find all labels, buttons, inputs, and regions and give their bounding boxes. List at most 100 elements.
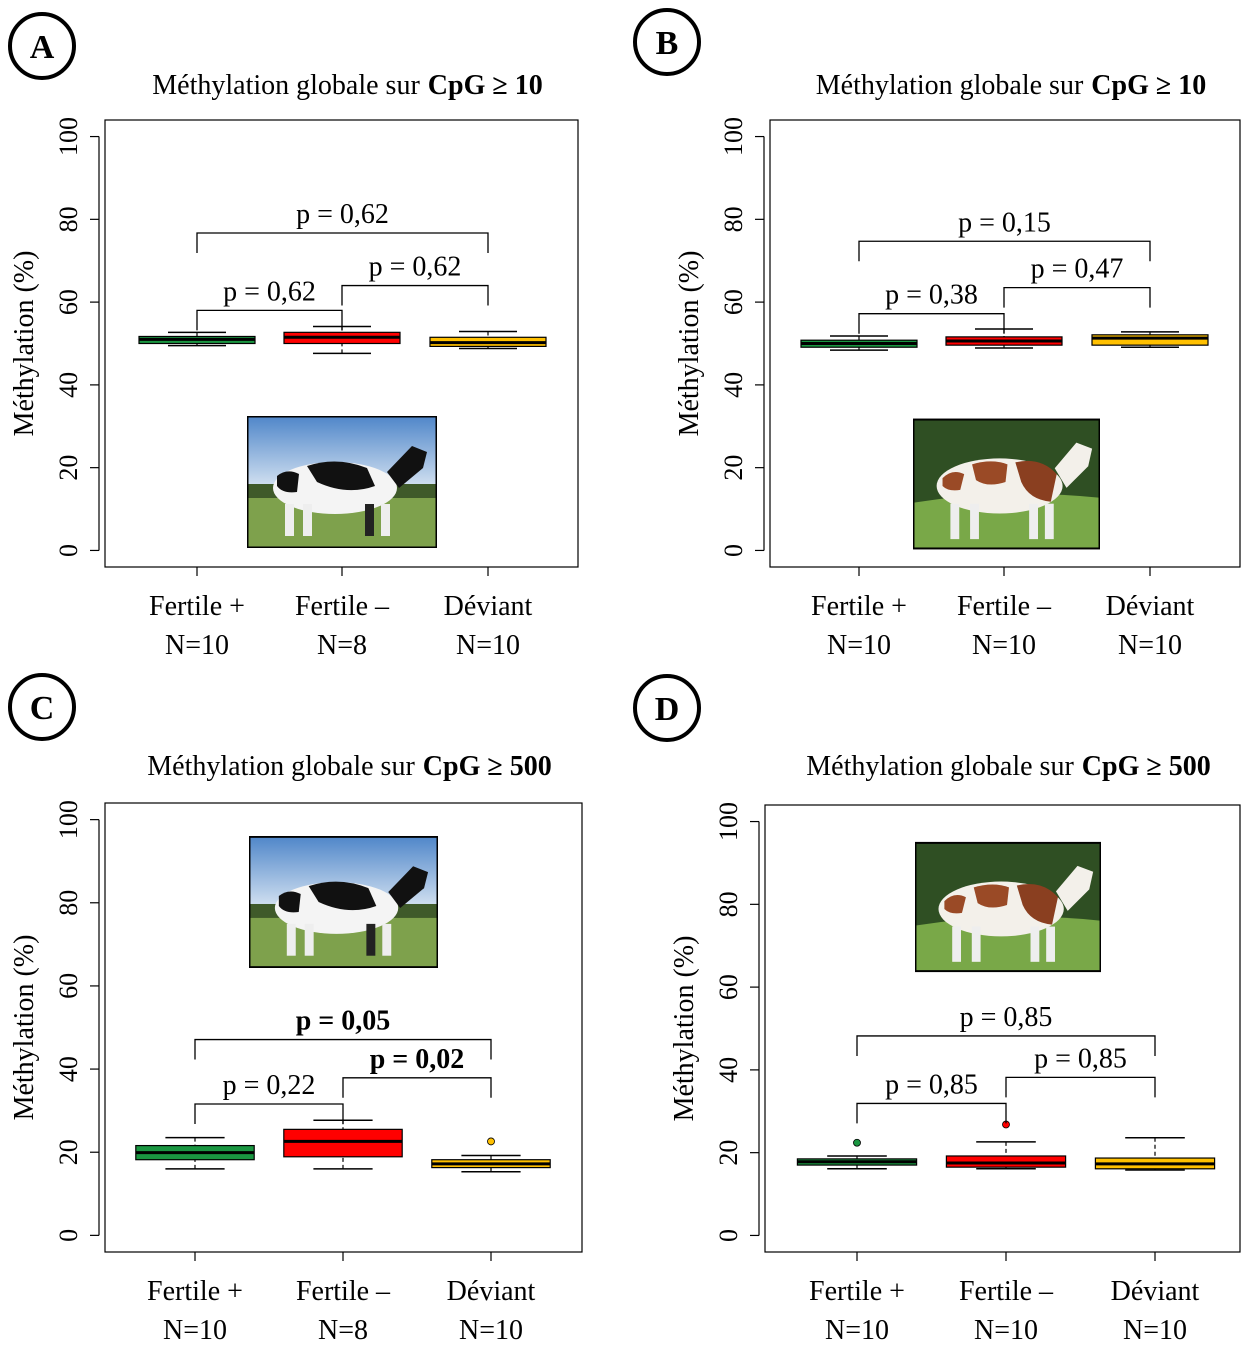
bracket xyxy=(1005,1076,1156,1098)
y-tick-label: 60 xyxy=(719,289,748,315)
panel-letter: D xyxy=(655,691,680,728)
x-count-label: N=10 xyxy=(972,630,1036,661)
y-tick-label: 80 xyxy=(719,206,748,232)
outlier xyxy=(487,1137,495,1146)
y-axis-label: Méthylation (%) xyxy=(674,251,705,437)
bracket xyxy=(856,1035,1156,1056)
y-tick-label: 100 xyxy=(714,802,743,841)
p-value: p = 0,22 xyxy=(223,1070,316,1101)
y-tick-label: 80 xyxy=(54,890,83,916)
x-tick-label: Fertile – xyxy=(295,591,390,622)
bracket xyxy=(342,1077,492,1098)
p-value: p = 0,85 xyxy=(960,1002,1053,1033)
x-tick-label: Déviant xyxy=(447,1276,536,1307)
title-bold: CpG ≥ 10 xyxy=(1091,70,1206,101)
title-bold: CpG ≥ 500 xyxy=(1082,751,1211,782)
panel: C Méthylation globale sur CpG ≥ 500 0 20 40 60… xyxy=(8,673,583,1346)
outlier xyxy=(853,1138,861,1147)
x-count-label: N=10 xyxy=(459,1315,523,1346)
bracket xyxy=(196,232,489,253)
title-text: Méthylation globale sur xyxy=(806,751,1074,782)
cow-photo xyxy=(249,836,438,968)
y-axis-label: Méthylation (%) xyxy=(9,251,40,437)
bracket xyxy=(858,240,1151,262)
title-text: Méthylation globale sur xyxy=(147,751,415,782)
x-count-label: N=10 xyxy=(1118,630,1182,661)
y-tick-label: 20 xyxy=(714,1140,743,1166)
y-tick-label: 0 xyxy=(54,544,83,557)
p-value: p = 0,85 xyxy=(1034,1043,1127,1074)
bracket xyxy=(194,1038,492,1060)
y-tick-label: 40 xyxy=(54,1056,83,1082)
y-tick-label: 0 xyxy=(719,544,748,557)
p-value: p = 0,62 xyxy=(223,276,316,307)
y-tick-label: 60 xyxy=(54,289,83,315)
p-value: p = 0,05 xyxy=(296,1006,391,1037)
chart-title: Méthylation globale sur CpG ≥ 500 xyxy=(806,751,1210,782)
p-value: p = 0,85 xyxy=(885,1069,978,1100)
bracket xyxy=(1003,286,1151,308)
bracket xyxy=(194,1103,344,1124)
y-tick-label: 20 xyxy=(719,455,748,481)
panel: B Méthylation globale sur CpG ≥ 10 0 20 40 60 8… xyxy=(633,8,1241,661)
cow-photo xyxy=(247,416,437,548)
box xyxy=(283,1128,403,1158)
cow-photo xyxy=(915,841,1101,973)
p-value: p = 0,47 xyxy=(1031,254,1124,285)
panel-letter: B xyxy=(656,25,679,62)
y-tick-label: 60 xyxy=(54,973,83,999)
bracket xyxy=(341,284,489,306)
x-count-label: N=10 xyxy=(456,630,520,661)
p-value: p = 0,62 xyxy=(296,199,389,230)
y-tick-label: 40 xyxy=(54,372,83,398)
cow-photo xyxy=(913,418,1100,550)
y-axis-label: Méthylation (%) xyxy=(9,935,40,1121)
y-tick-label: 0 xyxy=(54,1229,83,1242)
x-tick-label: Fertile – xyxy=(296,1276,391,1307)
x-count-label: N=10 xyxy=(163,1315,227,1346)
p-value: p = 0,62 xyxy=(369,252,462,283)
x-tick-label: Fertile – xyxy=(957,591,1052,622)
chart-title: Méthylation globale sur CpG ≥ 10 xyxy=(152,70,542,101)
x-tick-label: Déviant xyxy=(1111,1276,1200,1307)
panel-badge xyxy=(633,674,701,742)
y-tick-label: 100 xyxy=(54,800,83,839)
plot-frame xyxy=(769,119,1241,568)
title-bold: CpG ≥ 500 xyxy=(423,751,552,782)
y-tick-label: 60 xyxy=(714,974,743,1000)
panel-badge xyxy=(8,12,76,80)
x-tick-label: Déviant xyxy=(444,591,533,622)
p-value: p = 0,38 xyxy=(885,280,978,311)
bracket xyxy=(196,309,343,331)
p-value: p = 0,02 xyxy=(370,1044,465,1075)
chart-title: Méthylation globale sur CpG ≥ 500 xyxy=(147,751,551,782)
y-tick-label: 0 xyxy=(714,1229,743,1242)
x-tick-label: Fertile + xyxy=(811,591,907,622)
bracket xyxy=(858,313,1005,334)
x-count-label: N=8 xyxy=(317,630,367,661)
x-count-label: N=8 xyxy=(318,1315,368,1346)
x-count-label: N=10 xyxy=(827,630,891,661)
y-tick-label: 40 xyxy=(719,372,748,398)
plot-frame xyxy=(764,804,1241,1253)
panel-badge xyxy=(633,8,701,76)
x-tick-label: Fertile + xyxy=(149,591,245,622)
x-count-label: N=10 xyxy=(974,1315,1038,1346)
title-text: Méthylation globale sur xyxy=(816,70,1084,101)
panel-letter: C xyxy=(30,690,55,727)
x-tick-label: Déviant xyxy=(1106,591,1195,622)
x-tick-label: Fertile + xyxy=(809,1276,905,1307)
panel-badge xyxy=(8,673,76,741)
y-tick-label: 80 xyxy=(714,891,743,917)
x-tick-label: Fertile – xyxy=(959,1276,1054,1307)
x-count-label: N=10 xyxy=(165,630,229,661)
chart-title: Méthylation globale sur CpG ≥ 10 xyxy=(816,70,1206,101)
panel: D Méthylation globale sur CpG ≥ 500 0 20 40 60… xyxy=(633,674,1241,1346)
y-tick-label: 40 xyxy=(714,1057,743,1083)
panel-letter: A xyxy=(30,29,55,66)
y-tick-label: 100 xyxy=(54,117,83,156)
box xyxy=(1091,334,1209,346)
x-tick-label: Fertile + xyxy=(147,1276,243,1307)
